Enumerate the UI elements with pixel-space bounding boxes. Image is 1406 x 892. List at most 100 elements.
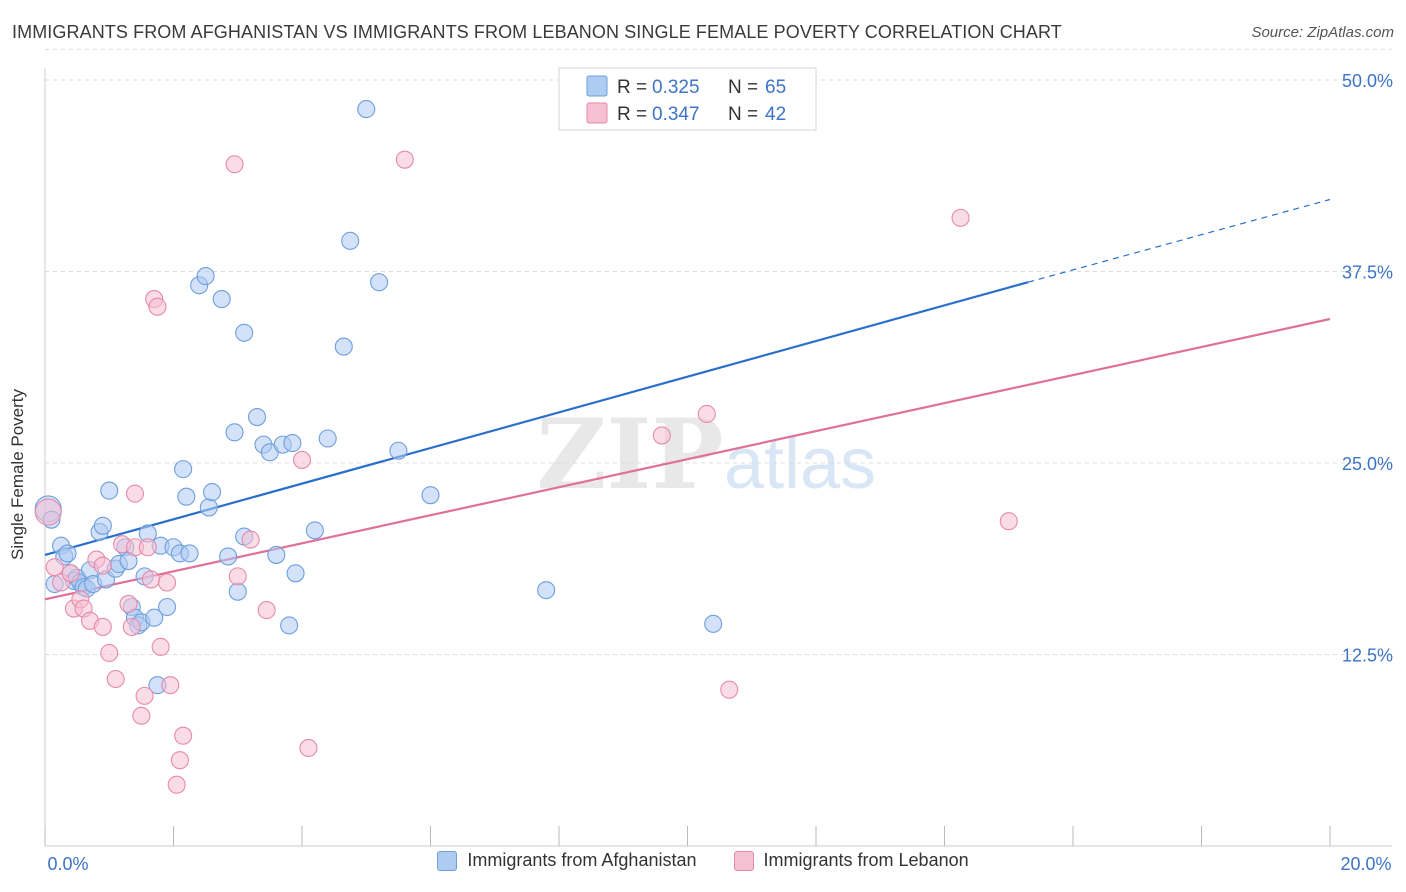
- point-afghanistan: [58, 544, 77, 563]
- point-lebanon: [138, 538, 157, 557]
- y-tick-label: 12.5%: [1342, 646, 1393, 666]
- y-tick-label: 50.0%: [1342, 71, 1393, 91]
- y-tick-label: 25.0%: [1342, 454, 1393, 474]
- point-afghanistan: [212, 290, 231, 309]
- point-lebanon: [100, 643, 119, 663]
- point-afghanistan: [283, 434, 302, 453]
- point-afghanistan: [280, 616, 299, 635]
- gridlines: [45, 48, 1392, 655]
- point-lebanon: [148, 297, 167, 316]
- point-lebanon: [395, 150, 414, 169]
- point-afghanistan: [177, 487, 196, 506]
- point-lebanon: [135, 686, 154, 705]
- point-afghanistan: [247, 407, 267, 427]
- chart-title: IMMIGRANTS FROM AFGHANISTAN VS IMMIGRANT…: [12, 22, 1062, 42]
- x-tick-label: 0.0%: [47, 854, 88, 874]
- point-lebanon: [299, 738, 318, 758]
- point-afghanistan: [334, 337, 353, 356]
- point-afghanistan: [199, 498, 218, 517]
- point-afghanistan: [93, 516, 112, 535]
- y-tick-label: 37.5%: [1342, 263, 1393, 283]
- point-lebanon: [999, 512, 1018, 531]
- point-lebanon: [122, 617, 141, 636]
- point-lebanon: [158, 573, 177, 592]
- data-points: [34, 100, 1018, 794]
- point-lebanon: [106, 669, 125, 689]
- legend-swatch-afghanistan: [437, 850, 458, 871]
- point-afghanistan: [357, 100, 376, 119]
- point-afghanistan: [318, 429, 337, 448]
- legend-n-label: N =: [728, 77, 758, 98]
- point-afghanistan: [145, 608, 164, 627]
- point-lebanon: [141, 570, 161, 589]
- point-afghanistan: [704, 614, 723, 633]
- x-tick-label: 20.0%: [1340, 854, 1391, 874]
- y-axis-label: Single Female Poverty: [8, 388, 27, 560]
- point-afghanistan: [370, 273, 389, 292]
- point-afghanistan: [267, 545, 286, 564]
- point-afghanistan: [100, 481, 119, 500]
- source-credit: Source: ZipAtlas.com: [1251, 24, 1394, 41]
- point-afghanistan: [225, 423, 244, 442]
- legend-swatch-lebanon: [733, 850, 754, 871]
- point-lebanon: [241, 530, 260, 549]
- point-lebanon: [167, 775, 186, 794]
- point-lebanon: [697, 404, 716, 424]
- legend-bottom: Immigrants from Afghanistan Immigrants f…: [0, 850, 1406, 876]
- legend-label-afghanistan: Immigrants from Afghanistan: [467, 850, 697, 870]
- point-lebanon: [292, 450, 312, 469]
- point-afghanistan: [228, 582, 247, 601]
- legend-r-value: 0.325: [652, 77, 700, 98]
- point-lebanon: [228, 567, 247, 586]
- point-lebanon: [93, 556, 112, 575]
- point-afghanistan: [235, 323, 254, 342]
- legend-n-label: N =: [728, 104, 758, 125]
- legend-swatch-lebanon: [586, 102, 608, 124]
- legend-n-value: 42: [765, 104, 786, 125]
- legend-swatch-afghanistan: [586, 75, 608, 97]
- legend-top: R = 0.325 N = 65 R = 0.347 N = 42: [558, 67, 817, 131]
- point-afghanistan: [174, 460, 193, 479]
- point-afghanistan: [196, 267, 215, 286]
- legend-r-label: R =: [617, 77, 647, 98]
- point-lebanon: [161, 676, 180, 695]
- point-lebanon: [652, 426, 671, 445]
- axes: [44, 68, 1392, 847]
- watermark-atlas: atlas: [724, 424, 876, 504]
- point-afghanistan: [158, 597, 177, 617]
- point-lebanon: [61, 564, 80, 583]
- legend-r-value: 0.347: [652, 104, 700, 125]
- legend-r-label: R =: [617, 104, 647, 125]
- point-afghanistan: [286, 564, 305, 583]
- point-lebanon: [45, 558, 64, 577]
- point-afghanistan: [180, 544, 199, 563]
- point-lebanon: [174, 726, 193, 745]
- legend-item-lebanon: Immigrants from Lebanon: [733, 850, 969, 871]
- watermark-zip: ZIP: [536, 398, 723, 511]
- point-lebanon: [720, 680, 739, 699]
- point-lebanon: [132, 706, 151, 725]
- tick-labels: 12.5% 25.0% 37.5% 50.0% 0.0% 20.0%: [47, 71, 1393, 874]
- point-afghanistan: [219, 547, 238, 566]
- point-afghanistan: [421, 486, 440, 505]
- legend-item-afghanistan: Immigrants from Afghanistan: [437, 850, 697, 871]
- point-lebanon: [951, 208, 970, 227]
- point-afghanistan: [537, 581, 556, 600]
- trend-line-afghanistan: [44, 281, 1029, 556]
- legend-label-lebanon: Immigrants from Lebanon: [763, 850, 969, 870]
- point-lebanon: [257, 601, 276, 620]
- point-lebanon: [93, 617, 112, 636]
- trend-line-afghanistan-extension: [1027, 198, 1331, 283]
- point-afghanistan: [305, 521, 324, 540]
- point-lebanon: [151, 637, 170, 656]
- point-afghanistan: [203, 483, 222, 502]
- point-afghanistan: [389, 441, 408, 460]
- point-lebanon: [119, 594, 138, 613]
- legend-n-value: 65: [765, 77, 786, 98]
- trend-line-lebanon: [44, 317, 1331, 601]
- point-lebanon: [225, 155, 244, 174]
- point-lebanon: [125, 484, 144, 503]
- point-lebanon: [34, 498, 62, 526]
- point-lebanon: [170, 751, 189, 770]
